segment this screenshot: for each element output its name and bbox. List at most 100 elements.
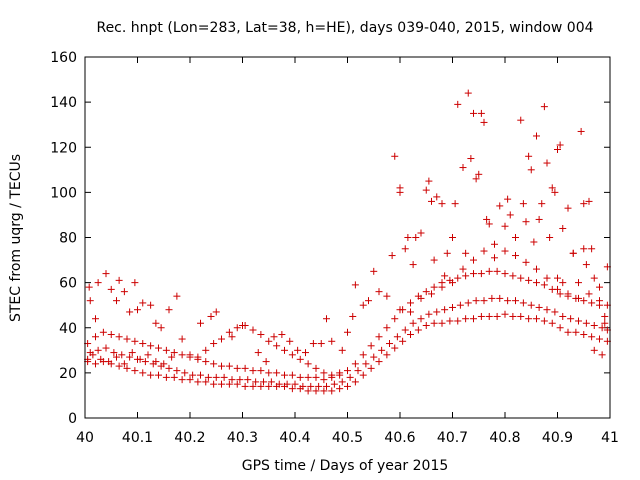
data-point [564,328,572,336]
data-point [244,376,252,384]
data-point [485,267,493,275]
data-point [291,380,299,388]
data-point [533,132,540,140]
data-point [543,159,551,167]
data-point [262,358,270,366]
data-point [580,297,588,305]
data-point [323,382,330,390]
data-point [540,103,548,111]
data-point [409,319,417,327]
data-point [393,333,401,341]
data-point [312,373,320,381]
data-point [399,337,407,345]
data-point [533,265,540,273]
data-point [304,387,312,395]
data-point [330,380,338,388]
data-point [533,315,540,323]
data-point [517,116,525,124]
data-point [559,224,567,232]
data-point [265,369,273,377]
data-point [441,272,449,280]
y-axis-label: STEC from uqrg / TECUs [8,154,24,322]
data-point [346,373,354,381]
data-point [370,353,378,361]
data-point [462,315,470,323]
data-point [278,331,286,339]
x-tick-label: 40.1 [122,430,153,446]
data-point [304,360,312,368]
y-tick-label: 140 [50,95,77,111]
plot-frame [84,56,611,419]
data-point [491,254,498,262]
data-point [459,265,467,273]
data-point [273,342,281,350]
data-point [351,281,359,289]
data-point [564,204,572,212]
data-point [139,340,147,348]
data-point [210,340,218,348]
data-point [157,324,165,332]
data-point [551,188,559,196]
data-point [328,337,336,345]
data-point [218,335,225,343]
data-point [540,281,548,289]
data-point [147,342,155,350]
data-point [538,200,546,208]
data-point [517,274,525,282]
data-point [86,297,94,305]
data-point [102,344,110,352]
data-point [438,200,446,208]
data-point [149,360,157,368]
data-point [320,376,328,384]
data-point [396,184,404,192]
data-point [409,261,417,269]
data-point [509,312,517,320]
y-tick-label: 160 [50,50,77,66]
data-point [407,331,414,339]
data-point [556,290,564,298]
data-point [459,164,467,172]
data-point [155,371,162,379]
data-point [470,109,477,117]
data-point [401,245,409,253]
data-point [267,378,275,386]
data-point [367,364,375,372]
data-point [404,234,412,241]
data-point [202,358,210,366]
data-point [467,155,475,163]
data-point [496,294,504,302]
data-point [257,367,265,375]
data-point [338,378,346,386]
data-point [186,376,194,384]
data-point [535,303,543,311]
data-point [527,301,535,309]
data-point [265,382,273,390]
data-point [417,294,425,302]
data-point [533,279,540,287]
data-point [139,299,147,307]
data-point [554,146,561,154]
data-point [147,301,155,309]
y-tick-label: 100 [50,185,77,201]
data-point [417,229,425,237]
data-points [84,89,611,395]
data-point [527,166,535,174]
data-point [239,321,246,329]
data-point [338,346,346,354]
data-point [273,369,281,377]
data-point [414,326,422,334]
data-point [391,344,399,352]
data-point [296,355,304,363]
data-point [425,177,433,185]
y-tick-label: 80 [59,231,77,247]
data-point [367,342,375,350]
x-axis-label: GPS time / Days of year 2015 [242,458,449,474]
data-point [491,240,498,248]
data-point [236,376,244,384]
data-point [501,310,509,318]
data-point [512,234,519,241]
data-point [233,364,241,372]
data-point [218,362,225,370]
data-point [336,369,344,377]
data-point [210,380,218,388]
